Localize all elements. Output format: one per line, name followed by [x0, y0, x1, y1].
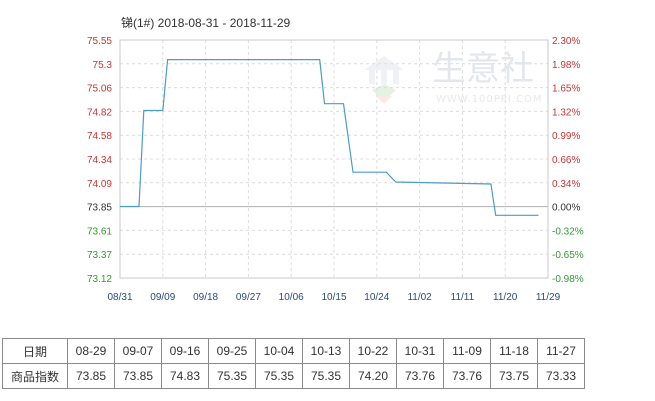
- table-cell-date: 09-16: [161, 338, 209, 364]
- table-row-dates: 日期 08-29 09-07 09-16 09-25 10-04 10-13 10-22 10…: [2, 338, 585, 364]
- y-tick-label-left: 74.34: [87, 155, 112, 166]
- y-tick-label-left: 73.61: [87, 226, 112, 237]
- table-cell-date: 11-09: [443, 338, 491, 364]
- table-cell-value: 75.35: [302, 363, 350, 389]
- table-cell-value: 73.85: [114, 363, 162, 389]
- table-row-values: 商品指数 73.85 73.85 74.83 75.35 75.35 75.35 74.20…: [2, 363, 585, 389]
- y-tick-label-right: 0.99%: [552, 131, 580, 142]
- y-tick-label-right: 0.34%: [552, 179, 580, 190]
- table-cell-date: 10-31: [396, 338, 444, 364]
- table-cell-date: 08-29: [67, 338, 115, 364]
- chart-title: 锑(1#) 2018-08-31 - 2018-11-29: [121, 16, 291, 30]
- watermark-url: WWW.100PPI.COM: [436, 94, 542, 105]
- table-cell-value: 73.85: [67, 363, 115, 389]
- y-tick-label-left: 74.58: [87, 131, 112, 142]
- series-line: [120, 58, 539, 216]
- chart-grid: [119, 39, 549, 279]
- table-cell-date: 09-07: [114, 338, 162, 364]
- table-cell-date: 09-25: [208, 338, 256, 364]
- y-tick-label-left: 73.37: [87, 250, 112, 261]
- x-axis: 08/31 09/09 09/18 09/27 10/06 10/15 10/24 11/02…: [107, 292, 560, 303]
- table-header-date: 日期: [2, 338, 68, 364]
- x-tick-label: 10/06: [279, 292, 304, 303]
- y-tick-label-right: 2.30%: [552, 36, 580, 47]
- watermark: 生意社 WWW.100PPI.COM: [364, 49, 542, 105]
- table-header-index: 商品指数: [2, 363, 68, 389]
- table-cell-date: 11-27: [537, 338, 585, 364]
- y-tick-label-right: 1.65%: [552, 84, 580, 95]
- x-tick-label: 11/02: [407, 292, 432, 303]
- y-tick-label-left: 74.09: [87, 179, 112, 190]
- y-tick-label-left: 74.82: [87, 107, 112, 118]
- y-tick-label-right: -0.98%: [552, 274, 584, 285]
- price-chart: 生意社 WWW.100PPI.COM 锑(1#) 2018-08-31 - 20…: [87, 16, 584, 303]
- y-tick-label-left: 75.06: [87, 84, 112, 95]
- table-cell-value: 75.35: [255, 363, 303, 389]
- plot-frame: [119, 39, 549, 279]
- x-tick-label: 11/20: [493, 292, 518, 303]
- x-tick-label: 11/29: [536, 292, 561, 303]
- table-cell-date: 10-22: [349, 338, 397, 364]
- y-tick-label-left: 75.55: [87, 36, 112, 47]
- table-cell-value: 74.83: [161, 363, 209, 389]
- table-cell-value: 73.75: [490, 363, 538, 389]
- table-cell-value: 73.76: [443, 363, 491, 389]
- x-tick-label: 09/27: [236, 292, 261, 303]
- y-tick-label-right: 1.32%: [552, 107, 580, 118]
- x-tick-label: 09/18: [193, 292, 218, 303]
- y-tick-label-left: 73.85: [87, 203, 112, 214]
- table-cell-date: 11-18: [490, 338, 538, 364]
- y-tick-label-right: 0.00%: [552, 203, 580, 214]
- y-tick-label-left: 73.12: [87, 274, 112, 285]
- table-cell-value: 73.33: [537, 363, 585, 389]
- x-tick-label: 09/09: [150, 292, 175, 303]
- x-tick-label: 10/15: [321, 292, 346, 303]
- table-cell-date: 10-13: [302, 338, 350, 364]
- x-tick-label: 10/24: [364, 292, 389, 303]
- table-cell-value: 73.76: [396, 363, 444, 389]
- table-cell-date: 10-04: [255, 338, 303, 364]
- y-tick-label-left: 75.3: [93, 60, 113, 71]
- watermark-brand: 生意社: [432, 49, 534, 89]
- y-axis-right: 2.30% 1.98% 1.65% 1.32% 0.99% 0.66% 0.34% 0.00%…: [552, 36, 584, 285]
- series-layer: [120, 58, 539, 216]
- x-tick-label: 08/31: [107, 292, 132, 303]
- y-tick-label-right: 1.98%: [552, 60, 580, 71]
- y-tick-label-right: -0.32%: [552, 226, 584, 237]
- table-cell-value: 75.35: [208, 363, 256, 389]
- y-tick-label-right: -0.65%: [552, 250, 584, 261]
- y-tick-label-right: 0.66%: [552, 155, 580, 166]
- data-table: 日期 08-29 09-07 09-16 09-25 10-04 10-13 10-22 10…: [2, 338, 585, 389]
- table-cell-value: 74.20: [349, 363, 397, 389]
- watermark-logo-icon: [364, 56, 404, 104]
- y-axis-left: 75.55 75.3 75.06 74.82 74.58 74.34 74.09 73.85 7…: [87, 36, 112, 285]
- x-tick-label: 11/11: [451, 292, 475, 303]
